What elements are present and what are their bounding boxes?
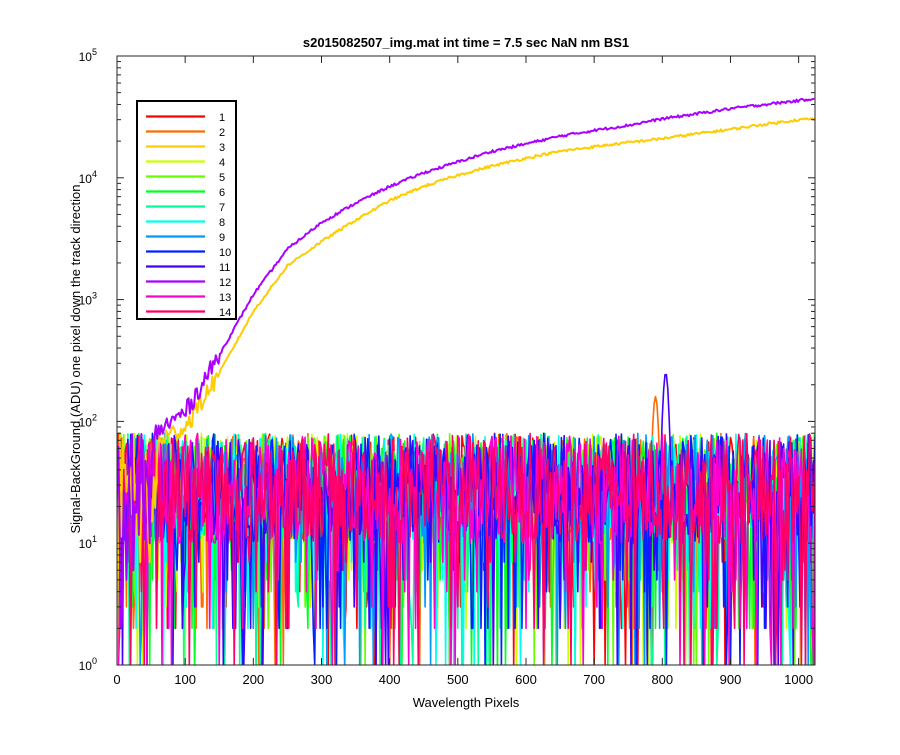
x-tick-label: 400 (379, 672, 401, 687)
legend-box (136, 100, 237, 320)
x-tick-label: 600 (515, 672, 537, 687)
y-axis-label: Signal-BackGround (ADU) one pixel down t… (68, 184, 83, 533)
series-line-3 (117, 117, 815, 665)
y-tick-label: 102 (79, 412, 97, 429)
plot-area-border (116, 55, 816, 666)
x-axis-label: Wavelength Pixels (413, 695, 520, 710)
y-tick-label: 103 (79, 291, 97, 308)
legend-label-8: 8 (219, 217, 225, 229)
x-tick-label: 100 (174, 672, 196, 687)
legend-label-1: 1 (219, 112, 225, 124)
legend-label-14: 14 (219, 307, 231, 319)
legend-label-6: 6 (219, 187, 225, 199)
plot-series (117, 97, 815, 665)
y-tick-label: 100 (79, 656, 97, 673)
series-line-12 (117, 97, 815, 630)
legend-label-3: 3 (219, 142, 225, 154)
legend-label-11: 11 (219, 262, 230, 274)
x-tick-label: 200 (242, 672, 264, 687)
legend-label-13: 13 (219, 292, 231, 304)
y-tick-label: 104 (79, 169, 97, 186)
x-tick-label: 900 (720, 672, 742, 687)
legend-label-9: 9 (219, 232, 225, 244)
legend-label-10: 10 (219, 247, 231, 259)
x-tick-label: 0 (113, 672, 120, 687)
x-tick-label: 300 (311, 672, 333, 687)
y-tick-label: 101 (79, 534, 97, 551)
series-line-14 (117, 432, 815, 665)
x-tick-label: 500 (447, 672, 469, 687)
x-tick-label: 800 (651, 672, 673, 687)
x-axis-ticks: 0 100 200 300 400 500 600 700 800 900 1000 (113, 56, 813, 687)
legend-label-4: 4 (219, 157, 225, 169)
legend-label-12: 12 (219, 277, 231, 289)
legend-label-7: 7 (219, 202, 225, 214)
legend-label-5: 5 (219, 172, 225, 184)
legend-label-2: 2 (219, 127, 225, 139)
axes-frame (116, 55, 816, 666)
x-tick-label: 700 (583, 672, 605, 687)
x-tick-label: 1000 (784, 672, 813, 687)
y-tick-label: 105 (79, 47, 97, 64)
chart-title: s2015082507_img.mat int time = 7.5 sec N… (303, 35, 629, 50)
